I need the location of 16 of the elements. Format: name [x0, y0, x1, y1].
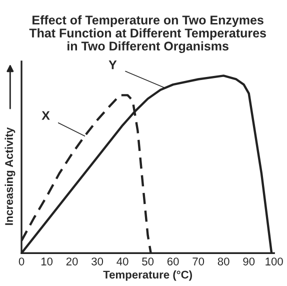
x-tick-label: 60: [167, 258, 179, 266]
annotation: X: [42, 111, 50, 120]
chart-title: Effect of Temperature on Two Enzymes That Function at Different Temperatures in Two Different Organisms: [29, 15, 266, 54]
x-axis-title: Temperature (°C): [103, 270, 192, 281]
x-tick-label: 50: [142, 258, 154, 266]
x-tick-label: 80: [218, 258, 230, 266]
x-tick-label: 10: [41, 258, 53, 266]
x-tick-label: 70: [192, 258, 204, 266]
x-tick-label: 90: [243, 258, 255, 266]
annotation: Y: [108, 60, 117, 70]
x-tick-label: 30: [92, 258, 104, 266]
x-tick-label: 20: [66, 258, 78, 266]
y-axis-title: Increasing Activity: [4, 127, 16, 225]
x-tick-label: 0: [18, 258, 24, 266]
x-tick-label: 100: [266, 258, 283, 266]
x-tick-label: 40: [116, 258, 128, 266]
